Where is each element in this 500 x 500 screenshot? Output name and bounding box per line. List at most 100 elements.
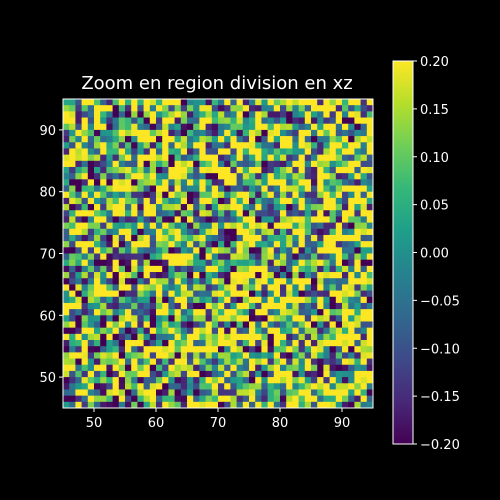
- heatmap-cell: [118, 191, 126, 199]
- heatmap-cell: [205, 136, 213, 143]
- heatmap-cell: [304, 272, 312, 279]
- heatmap-cell: [342, 123, 349, 131]
- heatmap-cell: [94, 265, 101, 273]
- heatmap-cell: [137, 346, 144, 353]
- heatmap-cell: [199, 173, 206, 180]
- heatmap-cell: [304, 253, 312, 261]
- heatmap-cell: [348, 204, 355, 211]
- heatmap-cell: [317, 166, 324, 174]
- heatmap-cell: [280, 352, 287, 359]
- heatmap-cell: [125, 228, 132, 236]
- heatmap-cell: [125, 389, 132, 397]
- heatmap-cell: [63, 401, 70, 409]
- heatmap-cell: [249, 290, 256, 298]
- heatmap-cell: [118, 327, 126, 335]
- heatmap-cell: [354, 210, 361, 217]
- heatmap-cell: [348, 278, 355, 285]
- heatmap-cell: [304, 327, 312, 335]
- heatmap-cell: [218, 278, 225, 285]
- heatmap-cell: [156, 377, 163, 384]
- heatmap-cell: [100, 265, 107, 273]
- heatmap-cell: [143, 105, 151, 112]
- heatmap-cell: [335, 216, 343, 223]
- heatmap-cell: [335, 309, 343, 316]
- heatmap-cell: [211, 142, 219, 149]
- heatmap-cell: [267, 234, 275, 242]
- heatmap-cell: [224, 340, 231, 347]
- heatmap-cell: [87, 117, 95, 125]
- heatmap-cell: [211, 204, 219, 211]
- heatmap-cell: [286, 148, 293, 156]
- heatmap-cell: [348, 173, 355, 180]
- heatmap-cell: [280, 166, 287, 174]
- heatmap-cell: [193, 253, 200, 261]
- heatmap-cell: [69, 370, 76, 378]
- heatmap-cell: [230, 166, 237, 174]
- heatmap-cell: [236, 309, 244, 316]
- heatmap-cell: [125, 377, 132, 384]
- heatmap-cell: [75, 315, 82, 322]
- heatmap-cell: [242, 327, 250, 335]
- heatmap-cell: [63, 377, 70, 384]
- heatmap-cell: [323, 395, 330, 403]
- heatmap-cell: [366, 234, 374, 242]
- heatmap-cell: [230, 364, 237, 372]
- heatmap-cell: [224, 383, 231, 390]
- heatmap-cell: [187, 129, 194, 137]
- heatmap-cell: [273, 296, 281, 304]
- heatmap-cell: [255, 160, 262, 168]
- heatmap-cell: [292, 272, 299, 279]
- heatmap-cell: [348, 259, 355, 267]
- heatmap-cell: [267, 265, 275, 273]
- heatmap-cell: [255, 321, 262, 329]
- heatmap-cell: [273, 222, 281, 230]
- heatmap-cell: [131, 377, 138, 384]
- heatmap-cell: [94, 129, 101, 137]
- heatmap-cell: [366, 401, 374, 409]
- heatmap-cell: [94, 222, 101, 230]
- heatmap-cell: [63, 185, 70, 193]
- heatmap-cell: [180, 401, 188, 409]
- heatmap-cell: [280, 129, 287, 137]
- heatmap-cell: [298, 315, 306, 322]
- heatmap-cell: [342, 284, 349, 291]
- heatmap-cell: [118, 105, 126, 112]
- heatmap-cell: [81, 346, 89, 353]
- heatmap-cell: [304, 222, 312, 230]
- heatmap-cell: [118, 321, 126, 329]
- heatmap-cell: [69, 290, 76, 298]
- heatmap-cell: [63, 166, 70, 174]
- heatmap-cell: [242, 247, 250, 254]
- heatmap-cell: [255, 296, 262, 304]
- heatmap-cell: [193, 377, 200, 384]
- heatmap-cell: [100, 234, 107, 242]
- heatmap-cell: [366, 302, 374, 310]
- heatmap-cell: [304, 370, 312, 378]
- heatmap-cell: [273, 340, 281, 347]
- heatmap-cell: [317, 204, 324, 211]
- heatmap-cell: [156, 364, 163, 372]
- heatmap-cell: [342, 321, 349, 329]
- heatmap-cell: [211, 129, 219, 137]
- heatmap-cell: [187, 290, 194, 298]
- heatmap-cell: [100, 166, 107, 174]
- heatmap-cell: [162, 401, 169, 409]
- heatmap-cell: [348, 401, 355, 409]
- heatmap-cell: [348, 302, 355, 310]
- heatmap-cell: [304, 148, 312, 156]
- heatmap-cell: [205, 148, 213, 156]
- heatmap-cell: [224, 105, 231, 112]
- heatmap-cell: [156, 265, 163, 273]
- heatmap-cell: [75, 265, 82, 273]
- heatmap-cell: [69, 377, 76, 384]
- heatmap-cell: [211, 389, 219, 397]
- heatmap-cell: [131, 346, 138, 353]
- heatmap-cell: [273, 148, 281, 156]
- heatmap-cell: [69, 340, 76, 347]
- heatmap-cell: [125, 160, 132, 168]
- heatmap-cell: [205, 302, 213, 310]
- heatmap-cell: [125, 321, 132, 329]
- heatmap-cell: [137, 136, 144, 143]
- heatmap-cell: [267, 321, 275, 329]
- heatmap-cell: [280, 253, 287, 261]
